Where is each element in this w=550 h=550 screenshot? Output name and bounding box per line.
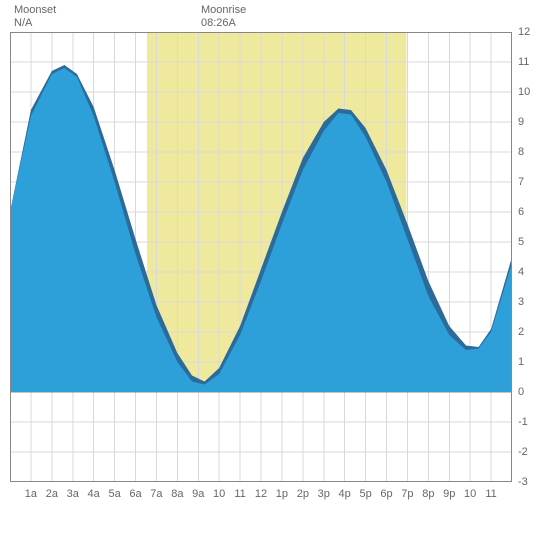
x-tick-label: 10 (464, 488, 476, 500)
x-tick-label: 6a (129, 488, 141, 500)
x-tick-label: 10 (213, 488, 225, 500)
y-tick-label: 5 (518, 236, 524, 248)
x-tick-label: 7p (401, 488, 413, 500)
y-tick-label: 4 (518, 266, 524, 278)
x-tick-label: 2a (46, 488, 58, 500)
x-tick-label: 4a (88, 488, 100, 500)
x-tick-label: 1p (276, 488, 288, 500)
y-tick-label: 8 (518, 146, 524, 158)
tide-chart: 1211109876543210-1-2-3 1a2a3a4a5a6a7a8a9… (10, 32, 540, 522)
chart-header: Moonset N/A Moonrise 08:26A (0, 4, 550, 32)
x-tick-label: 1a (25, 488, 37, 500)
y-tick-label: -1 (518, 416, 528, 428)
x-tick-label: 4p (339, 488, 351, 500)
x-tick-label: 11 (234, 488, 245, 500)
x-tick-label: 5a (108, 488, 120, 500)
chart-svg (10, 32, 512, 482)
x-tick-label: 3a (67, 488, 79, 500)
y-tick-label: 1 (518, 356, 524, 368)
x-tick-label: 9a (192, 488, 204, 500)
moonrise-label: Moonrise 08:26A (201, 4, 246, 30)
y-tick-label: 6 (518, 206, 524, 218)
y-tick-label: 10 (518, 86, 530, 98)
moonset-title: Moonset (14, 4, 56, 17)
moonrise-title: Moonrise (201, 4, 246, 17)
moonrise-value: 08:26A (201, 17, 246, 30)
moonset-value: N/A (14, 17, 56, 30)
x-tick-label: 6p (380, 488, 392, 500)
x-tick-label: 7a (150, 488, 162, 500)
x-tick-label: 12 (255, 488, 267, 500)
x-tick-label: 8a (171, 488, 183, 500)
y-tick-label: 3 (518, 296, 524, 308)
x-tick-label: 11 (485, 488, 496, 500)
x-tick-label: 3p (318, 488, 330, 500)
moonset-label: Moonset N/A (14, 4, 56, 30)
y-tick-label: 12 (518, 26, 530, 38)
y-tick-label: -3 (518, 476, 528, 488)
y-tick-label: -2 (518, 446, 528, 458)
x-tick-label: 2p (297, 488, 309, 500)
y-tick-label: 7 (518, 176, 524, 188)
y-tick-label: 9 (518, 116, 524, 128)
x-tick-label: 9p (443, 488, 455, 500)
y-tick-label: 0 (518, 386, 524, 398)
x-tick-label: 8p (422, 488, 434, 500)
x-tick-label: 5p (359, 488, 371, 500)
y-tick-label: 11 (518, 56, 529, 68)
y-tick-label: 2 (518, 326, 524, 338)
